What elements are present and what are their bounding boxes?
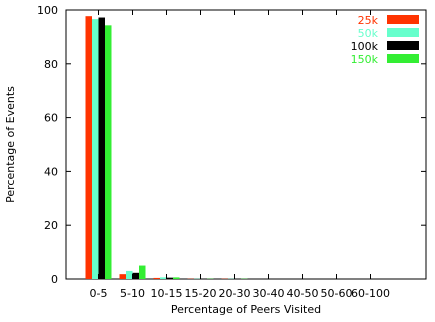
bar-150k-0-5: [105, 25, 112, 279]
bar-50k-5-10: [126, 270, 133, 279]
x-axis-label: Percentage of Peers Visited: [171, 303, 321, 316]
x-tick-label: 15-20: [185, 287, 217, 300]
bar-100k-10-15: [166, 277, 173, 279]
y-tick-label: 100: [37, 4, 58, 17]
x-tick-label: 5-10: [120, 287, 145, 300]
bar-50k-10-15: [160, 277, 167, 279]
x-tick-label: 60-100: [351, 287, 390, 300]
y-tick-label: 20: [44, 219, 58, 232]
bar-100k-0-5: [98, 17, 105, 279]
bar-25k-5-10: [119, 274, 126, 279]
legend-swatch-25k: [387, 15, 419, 24]
y-tick-label: 60: [44, 112, 58, 125]
y-tick-label: 40: [44, 165, 58, 178]
bar-150k-10-15: [173, 277, 180, 279]
bar-25k-10-15: [153, 277, 160, 279]
legend-label-50k: 50k: [358, 27, 379, 40]
y-tick-label: 0: [51, 273, 58, 286]
legend-label-150k: 150k: [351, 53, 379, 66]
y-axis-label: Percentage of Events: [4, 86, 17, 203]
legend-swatch-150k: [387, 54, 419, 63]
legend-label-100k: 100k: [351, 40, 379, 53]
x-tick-label: 40-50: [287, 287, 319, 300]
x-tick-label: 10-15: [151, 287, 183, 300]
bar-50k-0-5: [92, 19, 99, 280]
legend-label-25k: 25k: [358, 14, 379, 27]
bar-25k-0-5: [85, 16, 92, 279]
x-tick-label: 20-30: [219, 287, 251, 300]
y-tick-label: 80: [44, 58, 58, 71]
bar-150k-5-10: [139, 265, 146, 279]
legend-swatch-100k: [387, 41, 419, 50]
x-tick-label: 30-40: [253, 287, 285, 300]
legend-swatch-50k: [387, 28, 419, 37]
x-tick-label: 0-5: [90, 287, 108, 300]
x-tick-label: 50-60: [321, 287, 353, 300]
bar-100k-5-10: [132, 272, 139, 279]
